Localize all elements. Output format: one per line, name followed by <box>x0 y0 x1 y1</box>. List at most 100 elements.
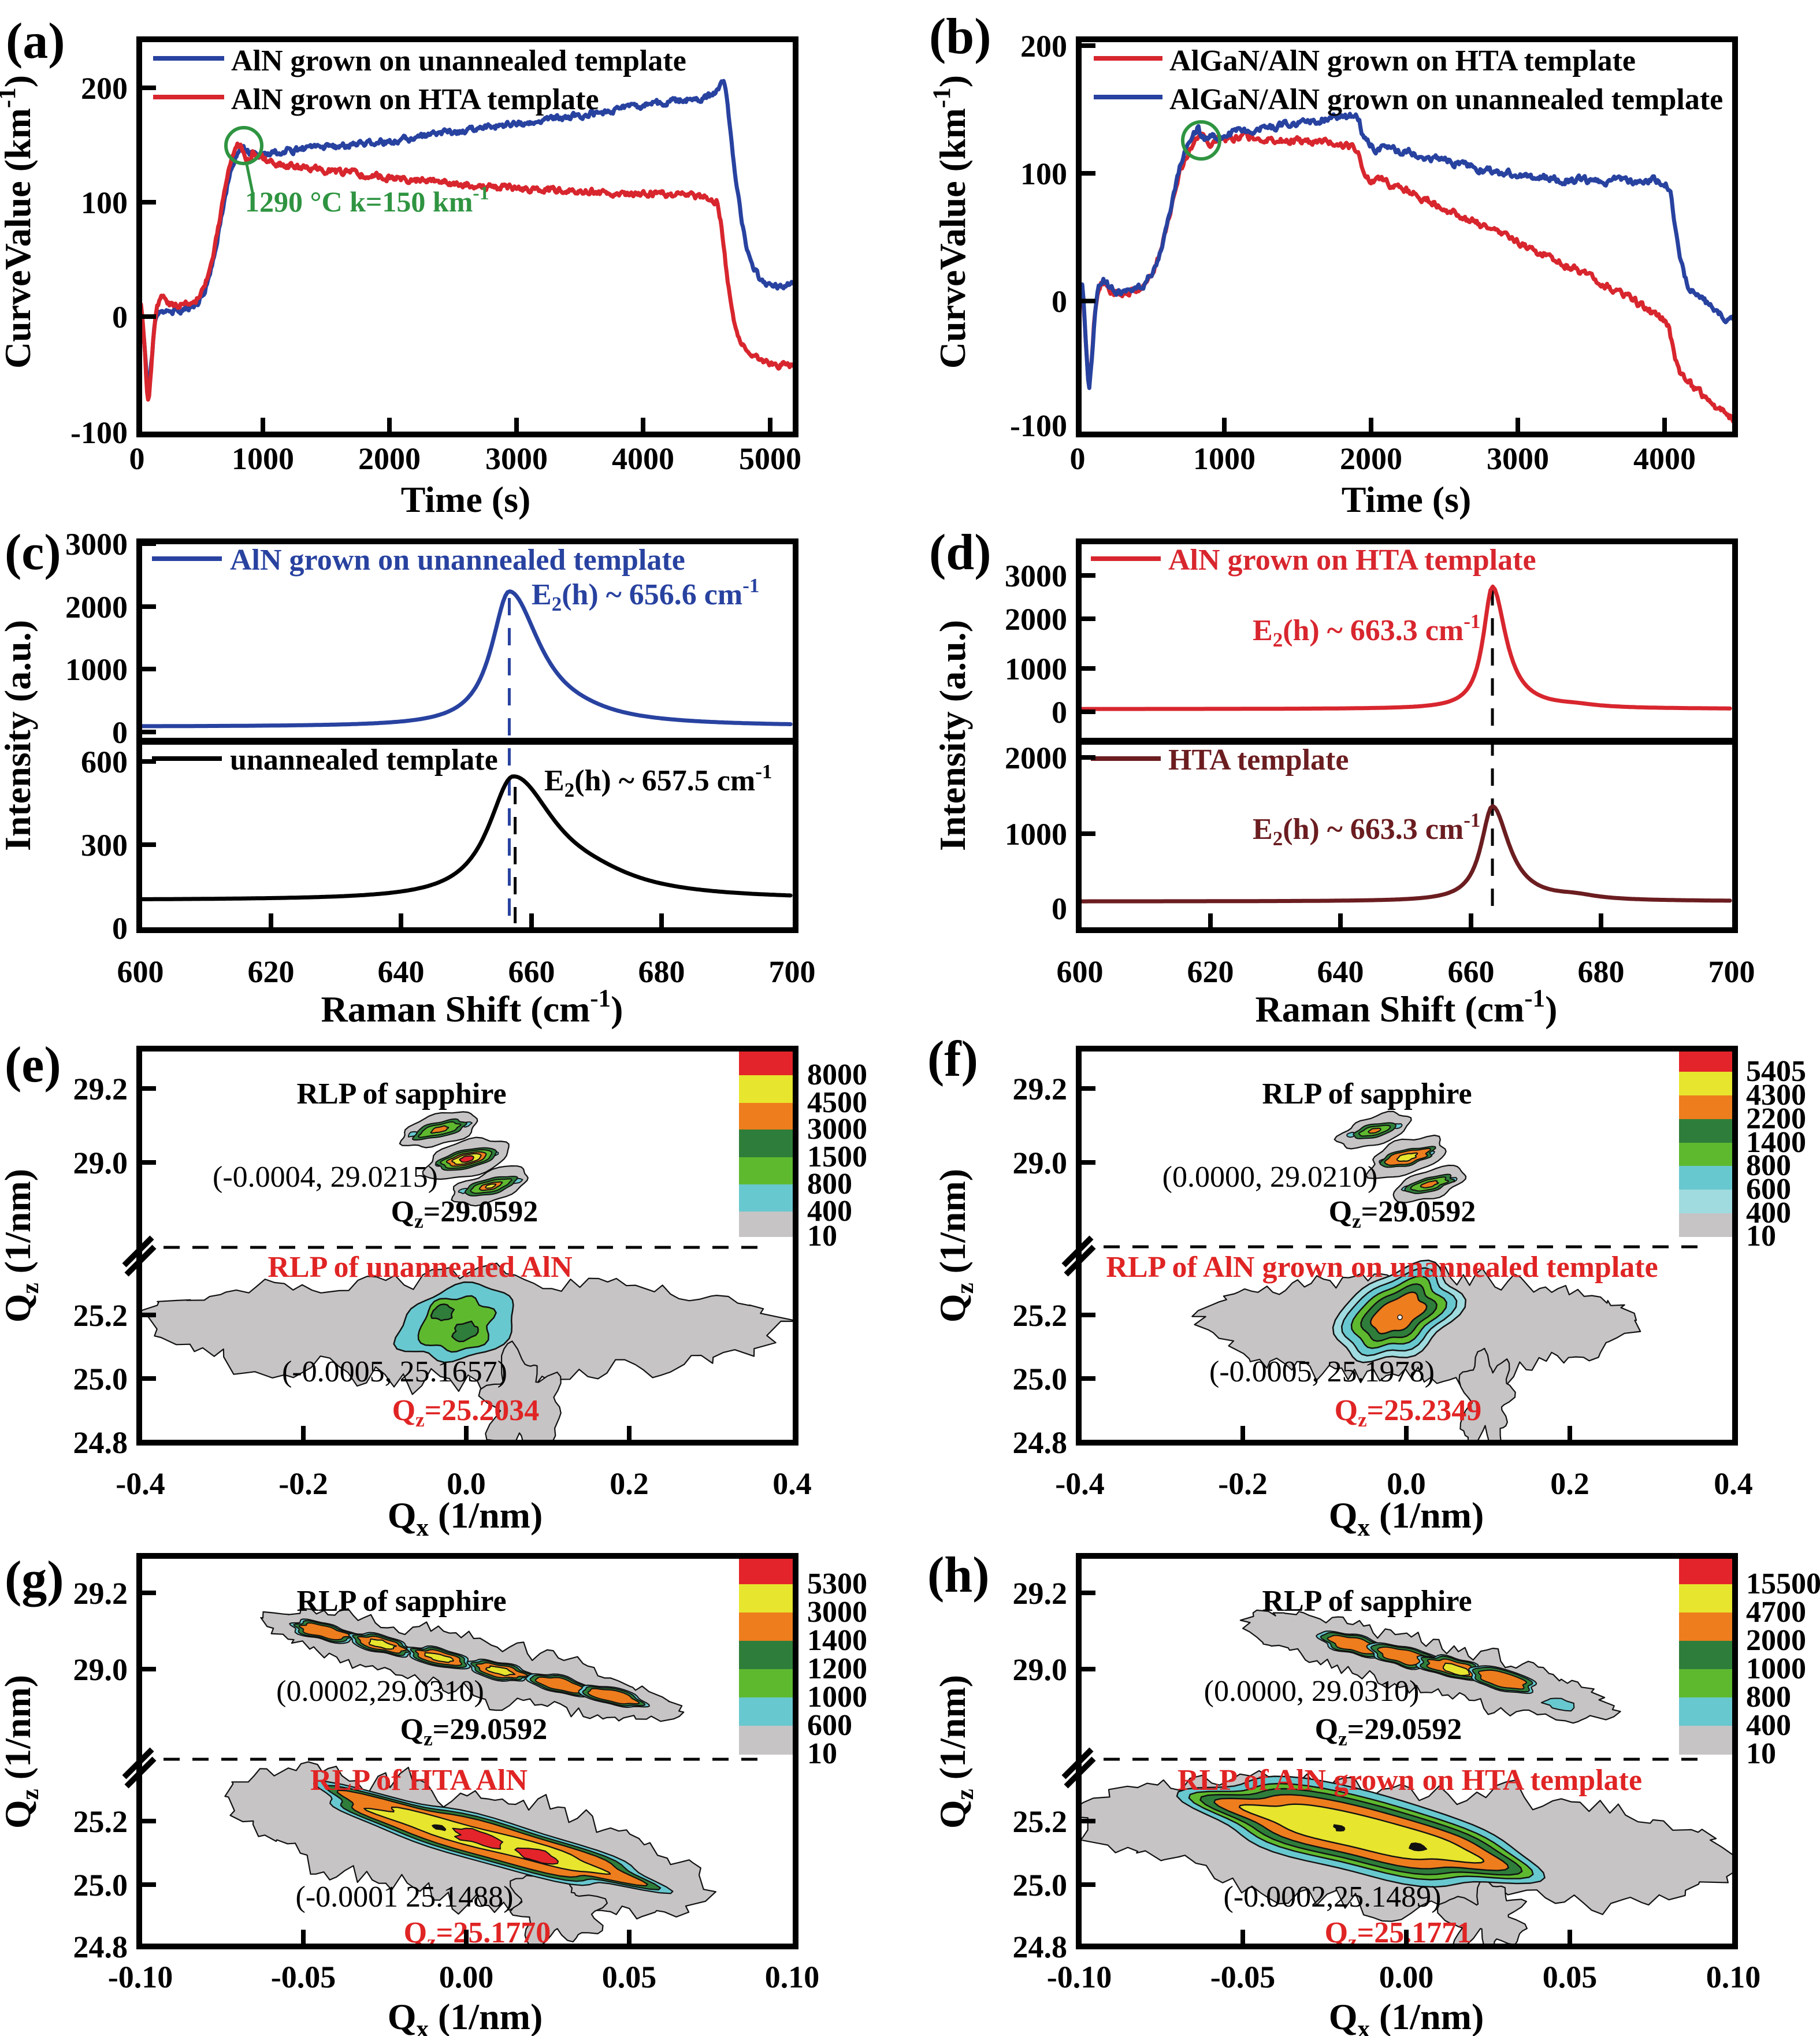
svg-text:10: 10 <box>1746 1737 1776 1770</box>
svg-text:29.0: 29.0 <box>73 1652 128 1687</box>
svg-text:300: 300 <box>81 828 128 863</box>
svg-text:0.4: 0.4 <box>1714 1466 1753 1501</box>
svg-text:29.0: 29.0 <box>73 1146 128 1180</box>
svg-text:29.2: 29.2 <box>1013 1576 1068 1611</box>
svg-text:E2(h) ~ 656.6 cm-1: E2(h) ~ 656.6 cm-1 <box>532 574 759 615</box>
svg-text:680: 680 <box>638 954 685 989</box>
svg-text:3000: 3000 <box>807 1113 867 1146</box>
svg-text:0: 0 <box>112 715 128 750</box>
svg-text:3000: 3000 <box>485 441 548 476</box>
svg-text:3000: 3000 <box>1005 559 1067 593</box>
svg-text:AlN grown on HTA template: AlN grown on HTA template <box>231 83 599 116</box>
svg-text:25.0: 25.0 <box>73 1868 128 1903</box>
svg-text:29.2: 29.2 <box>73 1072 128 1106</box>
svg-text:25.2: 25.2 <box>73 1298 128 1333</box>
svg-text:700: 700 <box>1708 954 1755 989</box>
svg-text:200: 200 <box>81 71 128 106</box>
svg-text:RLP of sapphire: RLP of sapphire <box>1262 1078 1472 1110</box>
svg-text:15500: 15500 <box>1746 1567 1820 1600</box>
svg-text:unannealed template: unannealed template <box>230 744 498 776</box>
svg-text:1000: 1000 <box>1005 817 1067 852</box>
svg-text:-0.05: -0.05 <box>271 1960 336 1994</box>
svg-text:0.00: 0.00 <box>1379 1960 1434 1994</box>
svg-text:660: 660 <box>508 954 555 989</box>
svg-text:0.2: 0.2 <box>1550 1466 1589 1501</box>
svg-text:680: 680 <box>1578 954 1625 989</box>
svg-text:-0.05: -0.05 <box>1210 1960 1275 1994</box>
svg-text:800: 800 <box>807 1168 852 1201</box>
svg-text:E2(h) ~ 657.5 cm-1: E2(h) ~ 657.5 cm-1 <box>544 760 772 801</box>
svg-text:Qz (1/nm): Qz (1/nm) <box>932 1675 979 1829</box>
svg-text:25.2: 25.2 <box>1013 1298 1068 1333</box>
svg-text:(0.0000, 29.0210): (0.0000, 29.0210) <box>1162 1161 1378 1194</box>
svg-text:Qz=25.2349: Qz=25.2349 <box>1335 1394 1482 1431</box>
svg-text:(-0.0005, 25.1978): (-0.0005, 25.1978) <box>1209 1355 1435 1388</box>
svg-text:Qx (1/nm): Qx (1/nm) <box>388 1996 543 2036</box>
svg-text:-0.10: -0.10 <box>108 1960 173 1994</box>
svg-text:RLP of sapphire: RLP of sapphire <box>296 1078 506 1110</box>
svg-text:3000: 3000 <box>65 527 128 562</box>
svg-text:4000: 4000 <box>1633 441 1696 476</box>
svg-text:0: 0 <box>112 911 128 946</box>
svg-text:(h): (h) <box>927 1547 990 1603</box>
svg-text:RLP of unannealed AlN: RLP of unannealed AlN <box>268 1251 572 1284</box>
svg-text:2000: 2000 <box>1005 741 1067 775</box>
svg-text:3000: 3000 <box>807 1596 867 1629</box>
svg-text:Qz=25.2034: Qz=25.2034 <box>392 1394 540 1431</box>
svg-text:5300: 5300 <box>807 1567 867 1600</box>
svg-text:1000: 1000 <box>807 1681 867 1714</box>
svg-text:Qx (1/nm): Qx (1/nm) <box>1329 1996 1484 2036</box>
svg-text:4500: 4500 <box>807 1086 867 1119</box>
svg-text:24.8: 24.8 <box>1013 1425 1068 1460</box>
svg-text:100: 100 <box>1020 157 1067 191</box>
svg-text:0.05: 0.05 <box>602 1960 657 1994</box>
svg-text:(-0.0001 25.1488): (-0.0001 25.1488) <box>296 1881 514 1914</box>
svg-text:800: 800 <box>1746 1149 1791 1182</box>
svg-text:29.2: 29.2 <box>73 1576 128 1611</box>
svg-text:600: 600 <box>1746 1173 1791 1206</box>
svg-text:4700: 4700 <box>1746 1596 1806 1629</box>
svg-text:-100: -100 <box>1010 408 1067 443</box>
svg-text:3000: 3000 <box>1487 441 1549 476</box>
svg-text:8000: 8000 <box>807 1058 867 1091</box>
svg-text:CurveValue (km-1): CurveValue (km-1) <box>928 75 973 369</box>
svg-text:25.0: 25.0 <box>73 1362 128 1396</box>
svg-text:Qz=29.0592: Qz=29.0592 <box>391 1195 538 1232</box>
svg-text:2000: 2000 <box>65 590 128 625</box>
svg-text:10: 10 <box>807 1737 837 1770</box>
svg-text:(-0.0005, 25.1657): (-0.0005, 25.1657) <box>282 1355 507 1388</box>
svg-text:(a): (a) <box>6 13 65 69</box>
svg-text:700: 700 <box>769 954 816 989</box>
svg-text:2200: 2200 <box>1746 1102 1806 1135</box>
svg-text:CurveValue (km-1): CurveValue (km-1) <box>0 75 38 369</box>
svg-text:1000: 1000 <box>1193 441 1256 476</box>
svg-text:AlGaN/AlN grown on HTA templat: AlGaN/AlN grown on HTA template <box>1169 44 1636 77</box>
svg-text:0: 0 <box>1070 441 1086 476</box>
svg-text:Qz (1/nm): Qz (1/nm) <box>932 1169 979 1322</box>
svg-text:620: 620 <box>1187 954 1234 989</box>
svg-text:24.8: 24.8 <box>73 1425 128 1460</box>
svg-text:2000: 2000 <box>1005 602 1067 637</box>
svg-text:(d): (d) <box>929 525 991 581</box>
svg-text:Qx (1/nm): Qx (1/nm) <box>388 1495 543 1541</box>
svg-text:0: 0 <box>1052 284 1067 319</box>
svg-text:(b): (b) <box>929 9 991 65</box>
svg-text:1400: 1400 <box>807 1624 867 1657</box>
svg-text:-0.10: -0.10 <box>1047 1960 1112 1994</box>
svg-text:-0.4: -0.4 <box>116 1466 165 1501</box>
svg-text:2000: 2000 <box>1746 1624 1806 1657</box>
svg-text:Qz (1/nm): Qz (1/nm) <box>0 1169 44 1322</box>
svg-text:200: 200 <box>1020 29 1067 64</box>
svg-text:1000: 1000 <box>1005 652 1067 686</box>
svg-text:AlN grown on unannealed templa: AlN grown on unannealed template <box>230 544 685 577</box>
svg-text:0.4: 0.4 <box>772 1466 812 1501</box>
svg-text:25.0: 25.0 <box>1013 1868 1068 1903</box>
svg-text:E2(h) ~ 663.3 cm-1: E2(h) ~ 663.3 cm-1 <box>1253 809 1480 850</box>
svg-text:RLP of sapphire: RLP of sapphire <box>1262 1585 1472 1618</box>
svg-text:400: 400 <box>807 1195 852 1228</box>
svg-text:(-0.0002,25.1489): (-0.0002,25.1489) <box>1224 1881 1442 1914</box>
svg-text:600: 600 <box>81 745 128 779</box>
svg-text:(0.0002,29.0310): (0.0002,29.0310) <box>276 1675 484 1708</box>
svg-text:620: 620 <box>248 954 295 989</box>
svg-text:(0.0000, 29.0310): (0.0000, 29.0310) <box>1204 1675 1420 1708</box>
